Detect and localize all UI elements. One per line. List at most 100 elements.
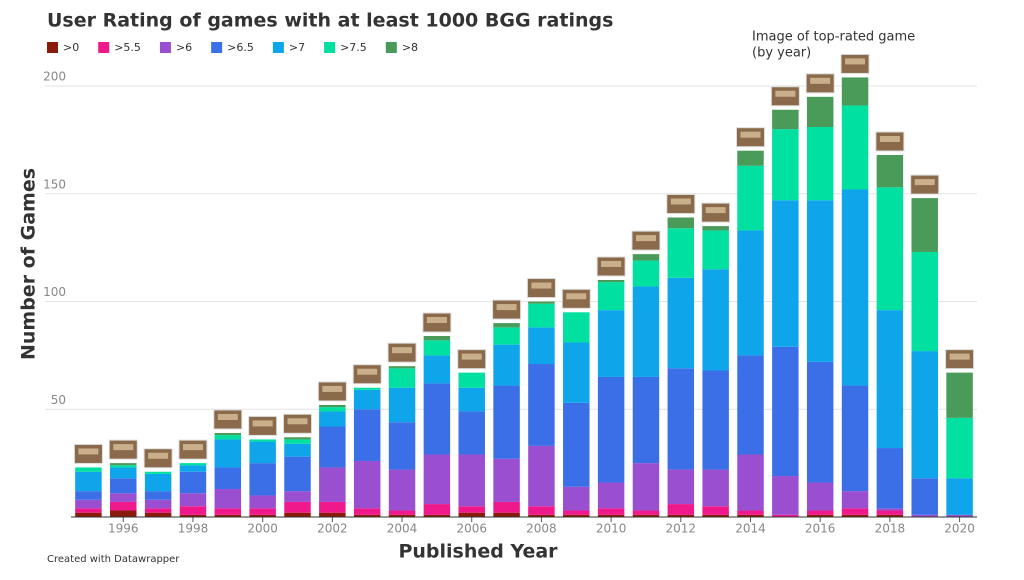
bar-segment xyxy=(841,508,869,515)
bar-segment xyxy=(249,508,276,515)
x-tick-label: 2002 xyxy=(317,522,348,536)
bar-segment xyxy=(319,501,346,513)
bar-segment xyxy=(75,512,102,517)
bar-segment xyxy=(563,510,590,515)
bar-segment xyxy=(179,471,207,494)
bar-segment xyxy=(528,445,555,507)
bar-segment xyxy=(667,514,695,517)
x-tick-label: 2018 xyxy=(875,522,906,536)
bar-segment xyxy=(911,198,938,252)
bar-segment xyxy=(493,323,520,328)
bar-segment xyxy=(911,351,938,479)
game-cover-detail xyxy=(148,452,169,459)
annotation: (by year) xyxy=(752,46,811,61)
bar-segment xyxy=(597,279,625,283)
bar-segment xyxy=(702,226,729,231)
bar-segment xyxy=(737,510,764,515)
game-cover-detail xyxy=(461,353,482,360)
bar-segment xyxy=(876,448,904,509)
bar-segment xyxy=(946,478,973,515)
bar-segment xyxy=(75,499,102,509)
bar-segment xyxy=(737,454,764,511)
bar-segment xyxy=(876,310,904,449)
bar-segment xyxy=(528,327,555,365)
game-cover-detail xyxy=(705,207,726,214)
bar-segment xyxy=(528,364,555,446)
game-cover-detail xyxy=(496,304,517,311)
bar-segment xyxy=(737,165,764,231)
game-cover-detail xyxy=(357,368,378,375)
bar-segment xyxy=(214,488,242,509)
bar-segment xyxy=(806,514,834,517)
footer: Created with Datawrapper xyxy=(47,554,180,565)
bar-segment xyxy=(284,439,311,444)
bar-segment xyxy=(388,366,416,369)
game-cover-detail xyxy=(78,448,99,455)
bar-segment xyxy=(772,476,799,515)
y-tick-label: 200 xyxy=(43,70,66,84)
legend-label: >6.5 xyxy=(227,41,254,54)
legend-swatch xyxy=(385,42,397,53)
bar-segment xyxy=(388,387,416,423)
bar-segment xyxy=(737,150,764,166)
bar-segment xyxy=(353,508,381,515)
game-cover-detail xyxy=(113,444,134,451)
legend-label: >6 xyxy=(176,41,192,54)
bar-segment xyxy=(423,504,451,515)
bar-segment xyxy=(249,495,276,509)
bar-segment xyxy=(772,514,799,517)
x-tick-label: 2010 xyxy=(596,522,627,536)
bar-segment xyxy=(353,387,381,390)
bar-segment xyxy=(214,467,242,489)
bar-segment xyxy=(249,439,276,442)
bar-segment xyxy=(806,200,834,362)
legend-label: >7.5 xyxy=(340,41,367,54)
bar-segment xyxy=(737,355,764,455)
bar-segment xyxy=(284,512,311,517)
x-tick-label: 2016 xyxy=(805,522,836,536)
game-cover-detail xyxy=(182,444,203,451)
bar-segment xyxy=(423,355,451,384)
bar-segment xyxy=(667,368,695,470)
bar-segment xyxy=(841,77,869,106)
bar-segment xyxy=(597,376,625,483)
chart-title: User Rating of games with at least 1000 … xyxy=(47,10,613,32)
x-tick-label: 1998 xyxy=(178,522,209,536)
bar-segment xyxy=(563,486,590,511)
y-tick-label: 150 xyxy=(43,177,66,191)
bar-segment xyxy=(632,510,660,515)
game-cover-detail xyxy=(775,90,796,97)
legend-label: >7 xyxy=(289,41,305,54)
bar-segment xyxy=(841,189,869,386)
bar-segment xyxy=(597,282,625,311)
legend-swatch xyxy=(324,42,336,53)
bar-segment xyxy=(179,506,207,515)
x-axis-label: Published Year xyxy=(398,541,558,563)
bar-segment xyxy=(458,387,485,412)
bar-segment xyxy=(806,361,834,483)
bar-segment xyxy=(75,508,102,513)
bar-segment xyxy=(214,432,242,436)
bar-segment xyxy=(772,346,799,477)
bar-segment xyxy=(528,301,555,304)
bar-segment xyxy=(563,402,590,487)
bar-segment xyxy=(284,456,311,492)
bar-segment xyxy=(563,514,590,517)
bar-segment xyxy=(284,491,311,502)
bar-segment xyxy=(806,482,834,511)
bar-segment xyxy=(946,372,973,418)
bar-segment xyxy=(563,342,590,403)
game-cover-detail xyxy=(914,179,935,186)
bar-segment xyxy=(75,491,102,500)
bar-segment xyxy=(632,514,660,517)
bar-segment xyxy=(772,129,799,201)
y-axis-label: Number of Games xyxy=(18,168,40,360)
bar-segment xyxy=(214,439,242,468)
bar-segment xyxy=(319,411,346,427)
bar-segment xyxy=(841,491,869,509)
bar-segment xyxy=(563,312,590,343)
bar-segment xyxy=(702,370,729,470)
bar-segment xyxy=(806,126,834,201)
bar-segment xyxy=(144,473,172,492)
